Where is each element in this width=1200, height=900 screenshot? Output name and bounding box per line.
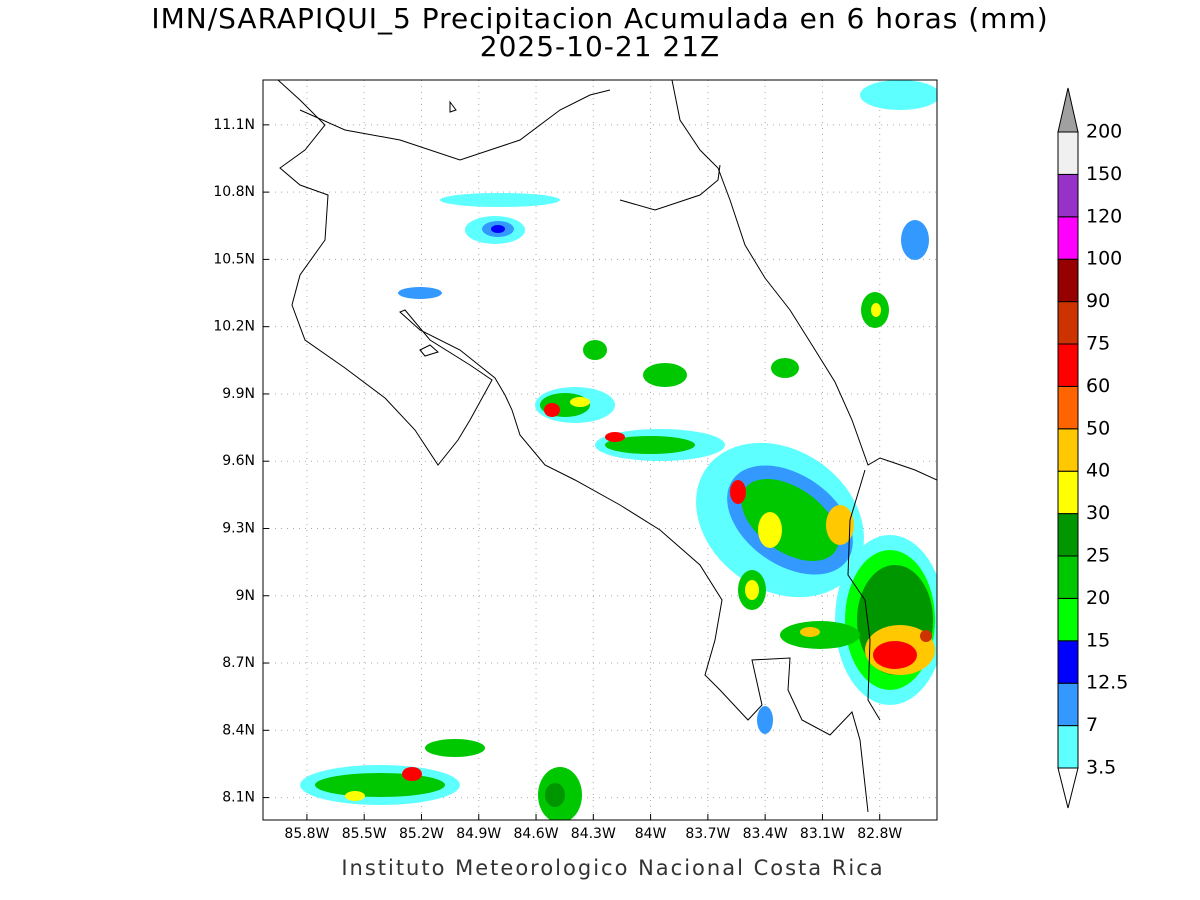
colorbar-swatch [1057, 258, 1079, 303]
x-tick-label: 85.2W [399, 826, 444, 842]
colorbar-swatch [1057, 640, 1079, 684]
colorbar-label: 120 [1086, 205, 1122, 227]
y-tick-label: 10.8N [213, 184, 255, 200]
title: IMN/SARAPIQUI_5 Precipitacion Acumulada … [151, 2, 1048, 35]
colorbar-swatch [1057, 301, 1079, 345]
colorbar-label: 60 [1086, 375, 1110, 397]
x-tick-label: 82.8W [857, 826, 902, 842]
colorbar-label: 100 [1086, 248, 1122, 270]
y-tick-label: 8.1N [222, 790, 255, 806]
map-frame [262, 79, 938, 821]
colorbar-label: 150 [1086, 163, 1122, 185]
x-tick-label: 85.5W [342, 826, 387, 842]
subtitle: 2025-10-21 21Z [480, 30, 720, 63]
x-tick-label: 84W [635, 826, 667, 842]
colorbar-over [1057, 87, 1079, 133]
colorbar-swatch [1057, 385, 1079, 430]
y-tick-label: 9.3N [222, 520, 255, 536]
colorbar-swatch [1057, 216, 1079, 260]
coastline [277, 80, 937, 813]
x-tick-label: 84.3W [571, 826, 616, 842]
colorbar-label: 25 [1086, 545, 1110, 567]
y-tick-label: 9N [236, 588, 255, 604]
colorbar-label: 3.5 [1086, 757, 1116, 779]
x-tick-label: 85.8W [284, 826, 329, 842]
colorbar-swatch [1057, 725, 1079, 769]
colorbar-swatch [1057, 428, 1079, 472]
y-tick-label: 11.1N [213, 117, 255, 133]
colorbar-swatch [1057, 682, 1079, 727]
colorbar-label: 7 [1086, 714, 1098, 736]
colorbar-label: 12.5 [1086, 672, 1128, 694]
colorbar-swatch [1057, 470, 1079, 515]
rain-cells [300, 80, 937, 820]
colorbar-label: 90 [1086, 290, 1110, 312]
footer: Instituto Meteorologico Nacional Costa R… [341, 856, 884, 880]
colorbar-swatch [1057, 173, 1079, 218]
y-tick-label: 9.9N [222, 386, 255, 402]
colorbar: 3.5 7 12.5 15 20 25 30 40 50 60 75 90 100 120 150 200 [1057, 87, 1128, 809]
colorbar-label: 200 [1086, 121, 1122, 143]
x-tick-label: 84.6W [514, 826, 559, 842]
colorbar-label: 15 [1086, 629, 1110, 651]
y-tick-label: 10.5N [213, 251, 255, 267]
precip-field [277, 80, 937, 820]
x-tick-label: 84.9W [456, 826, 501, 842]
y-tick-label: 10.2N [213, 319, 255, 335]
colorbar-under [1057, 767, 1079, 809]
y-tick-label: 9.6N [222, 453, 255, 469]
x-tick-label: 83.1W [800, 826, 845, 842]
colorbar-label: 20 [1086, 587, 1110, 609]
ticks: 85.8W 85.5W 85.2W 84.9W 84.6W 84.3W 84W 83.7W 83… [213, 117, 902, 842]
x-tick-label: 83.7W [685, 826, 730, 842]
colorbar-swatch [1057, 597, 1079, 642]
colorbar-label: 30 [1086, 502, 1110, 524]
colorbar-label: 40 [1086, 460, 1110, 482]
colorbar-swatch [1057, 343, 1079, 387]
colorbar-swatch [1057, 513, 1079, 557]
y-tick-label: 8.7N [222, 655, 255, 671]
y-tick-label: 8.4N [222, 722, 255, 738]
colorbar-label: 75 [1086, 333, 1110, 355]
colorbar-label: 50 [1086, 417, 1110, 439]
x-tick-label: 83.4W [743, 826, 788, 842]
colorbar-swatch [1057, 131, 1079, 175]
colorbar-swatch [1057, 555, 1079, 599]
